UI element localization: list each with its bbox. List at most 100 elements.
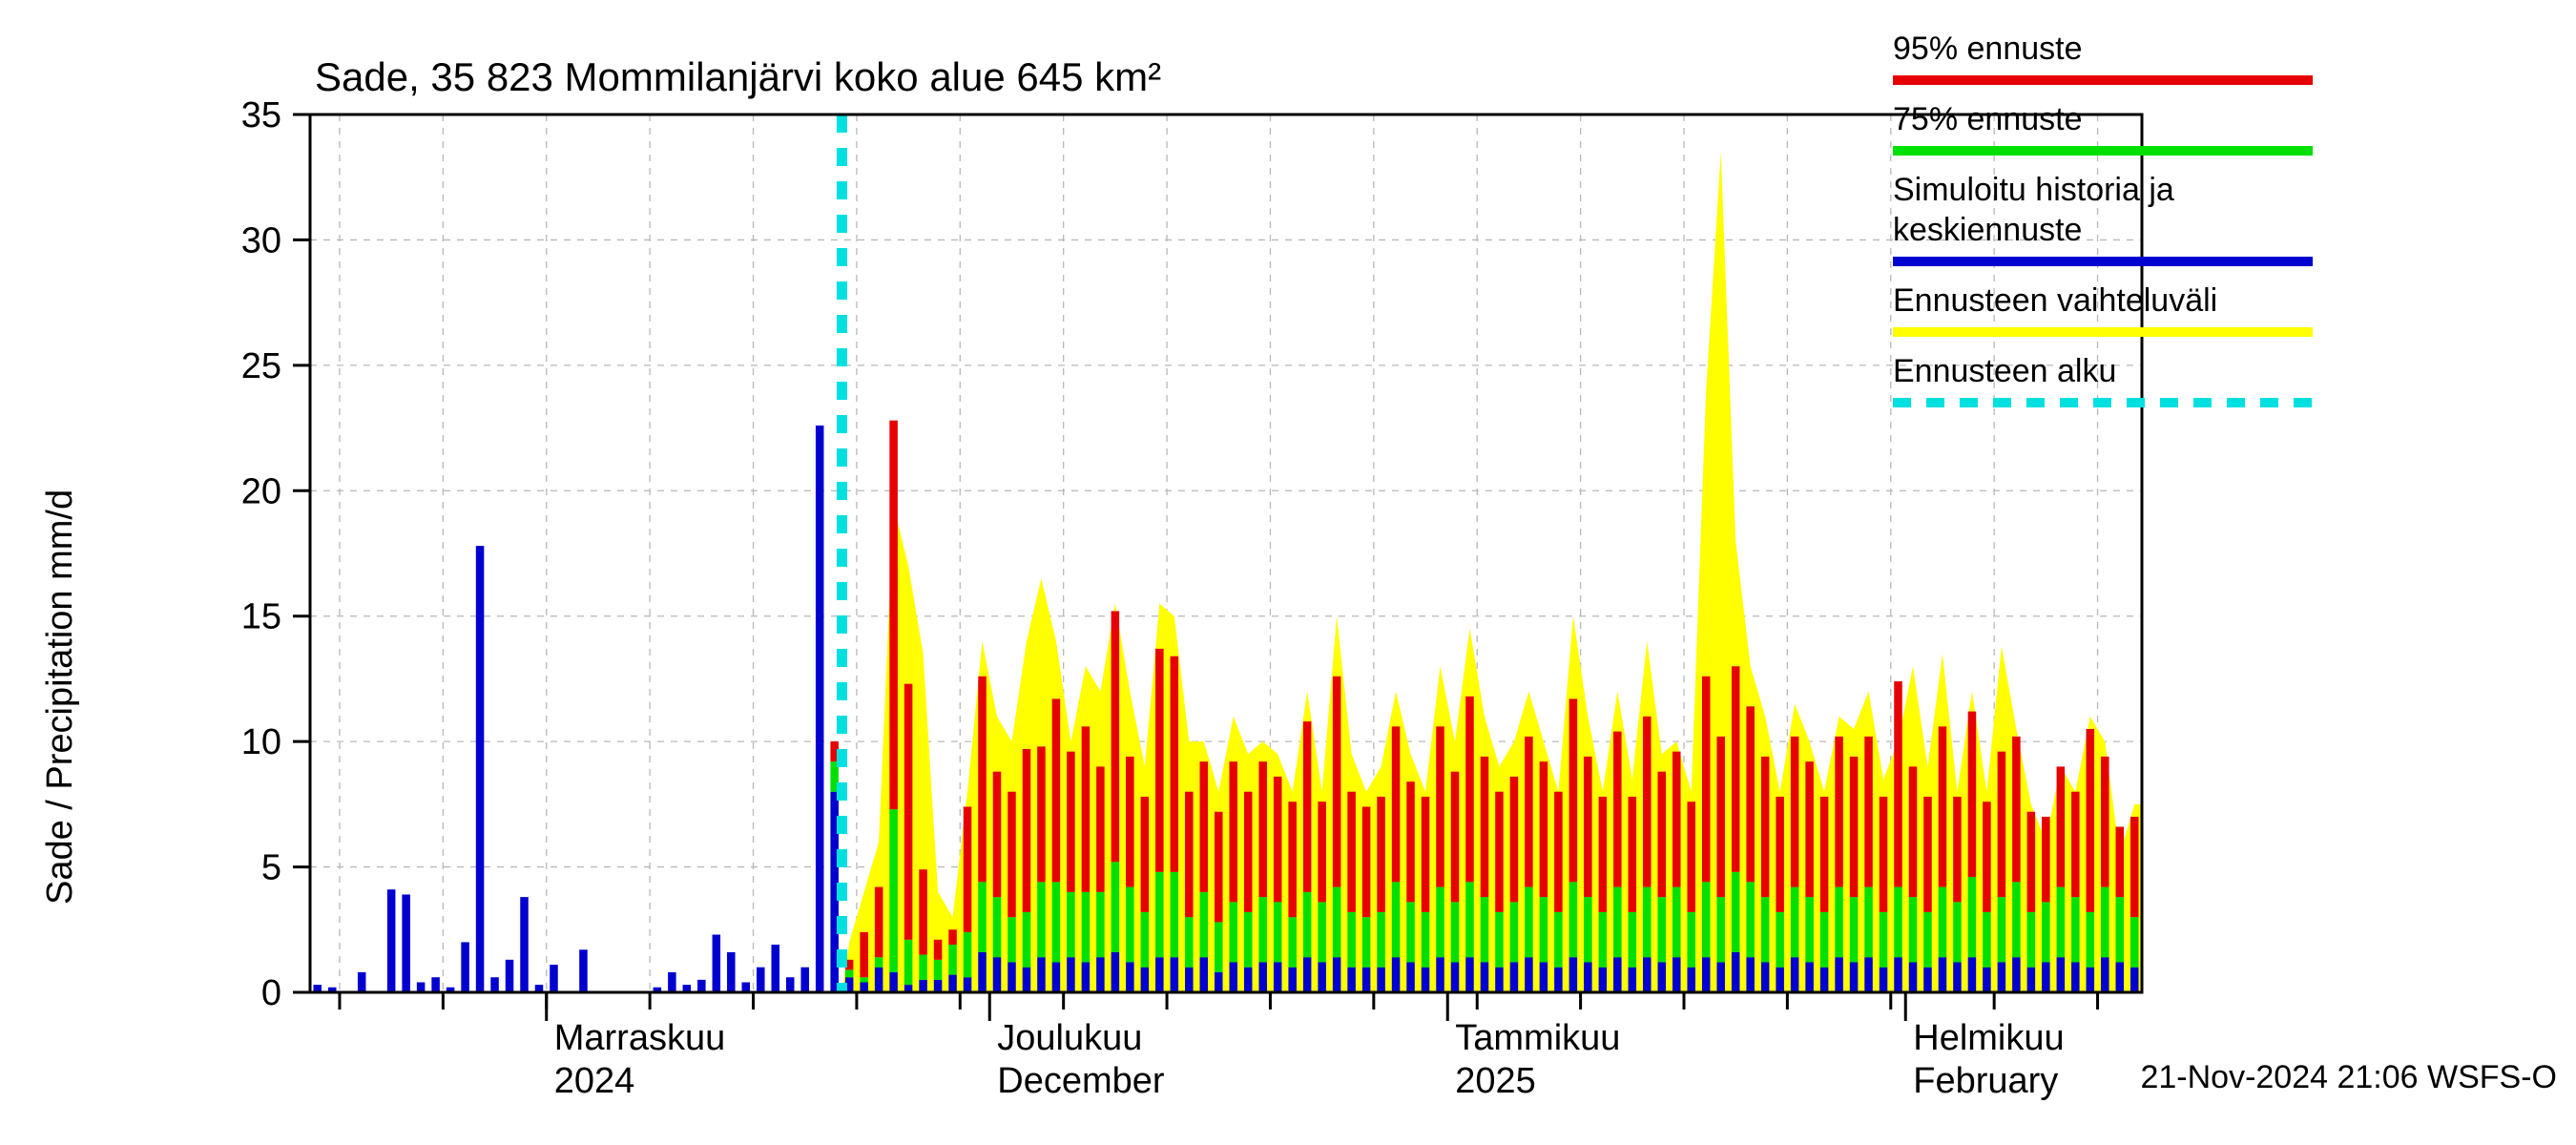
bar-blue [1643, 957, 1652, 992]
ytick-label: 10 [241, 722, 281, 762]
bar-blue [786, 977, 795, 992]
bar-red [1702, 677, 1711, 883]
bar-green [1629, 912, 1637, 968]
bar-red [1510, 777, 1519, 902]
bar-blue [402, 894, 410, 992]
bar-blue [1894, 957, 1902, 992]
bar-green [1436, 887, 1444, 958]
bar-red [2042, 817, 2050, 902]
bar-red [1436, 726, 1444, 886]
bar-blue [1465, 957, 1474, 992]
bar-green [860, 977, 868, 982]
bar-red [1347, 792, 1356, 912]
bar-red [1968, 712, 1977, 877]
legend-label: Ennusteen vaihteluväli [1893, 282, 2217, 319]
bar-red [1318, 802, 1326, 902]
bar-red [2116, 827, 2125, 898]
month-label-bot: December [997, 1061, 1165, 1101]
bar-blue [1540, 962, 1548, 992]
bar-red [964, 806, 972, 931]
bar-green [1923, 912, 1932, 968]
bar-red [1008, 792, 1016, 917]
bar-blue [875, 968, 883, 992]
bar-blue [860, 982, 868, 992]
bar-blue [742, 982, 751, 992]
bar-red [2027, 812, 2036, 912]
bar-blue [978, 952, 987, 992]
bar-blue [1347, 968, 1356, 992]
bar-green [1968, 877, 1977, 957]
bar-blue [2101, 957, 2109, 992]
bar-blue [1672, 957, 1681, 992]
bar-blue [771, 945, 779, 992]
bar-blue [1229, 962, 1237, 992]
bar-red [1525, 737, 1533, 887]
bar-blue [1613, 957, 1622, 992]
bar-blue [1569, 957, 1578, 992]
month-label-bot: February [1913, 1061, 2058, 1101]
bar-red [1141, 797, 1150, 912]
bar-blue [1983, 968, 1991, 992]
bar-red [1258, 761, 1267, 897]
bar-red [1864, 737, 1873, 887]
bar-red [1082, 726, 1091, 891]
bar-blue [1392, 957, 1401, 992]
bar-red [1274, 777, 1282, 902]
bar-blue [2042, 962, 2050, 992]
ytick-label: 35 [241, 95, 281, 135]
bar-green [1008, 917, 1016, 962]
footer-text: 21-Nov-2024 21:06 WSFS-O [2140, 1059, 2557, 1095]
bar-blue [1008, 962, 1016, 992]
bar-red [1732, 666, 1740, 872]
bar-red [1229, 761, 1237, 902]
bar-blue [520, 897, 529, 992]
bar-red [1392, 726, 1401, 882]
chart-title: Sade, 35 823 Mommilanjärvi koko alue 645… [315, 54, 1161, 99]
bar-red [2012, 737, 2021, 882]
bar-blue [1820, 968, 1829, 992]
bar-green [1096, 892, 1105, 957]
bar-green [1599, 912, 1608, 968]
bar-blue [964, 977, 972, 992]
bar-red [2101, 757, 2109, 887]
bar-blue [1200, 957, 1209, 992]
bar-blue [1702, 957, 1711, 992]
bar-green [1702, 882, 1711, 957]
bar-red [1761, 757, 1770, 897]
bar-red [1613, 732, 1622, 887]
bar-red [1495, 792, 1504, 912]
bar-red [948, 929, 957, 945]
bar-blue [1244, 968, 1253, 992]
yaxis-label: Sade / Precipitation mm/d [40, 489, 80, 905]
bar-blue [1850, 962, 1859, 992]
bar-red [1805, 761, 1814, 897]
bar-red [1791, 737, 1799, 887]
bar-green [1347, 912, 1356, 968]
bar-green [1791, 887, 1799, 958]
bar-blue [1687, 968, 1695, 992]
bar-green [1067, 892, 1075, 957]
month-label-top: Marraskuu [554, 1018, 726, 1058]
bar-blue [1791, 957, 1799, 992]
legend-label: 95% ennuste [1893, 31, 2083, 67]
bar-blue [1171, 957, 1179, 992]
bar-red [1451, 772, 1460, 903]
bar-blue [1510, 962, 1519, 992]
bar-green [964, 932, 972, 977]
bar-green [2012, 882, 2021, 957]
bar-blue [2027, 968, 2036, 992]
bar-blue [1746, 957, 1755, 992]
bar-green [1820, 912, 1829, 968]
bar-red [2057, 766, 2066, 886]
bar-red [1215, 812, 1223, 923]
bar-red [904, 684, 913, 940]
bar-green [2057, 887, 2066, 958]
bar-blue [1082, 962, 1091, 992]
ytick-label: 5 [261, 848, 281, 888]
bar-blue [1023, 968, 1031, 992]
bar-blue [1923, 968, 1932, 992]
bar-green [1023, 912, 1031, 968]
bar-blue [1288, 968, 1297, 992]
bar-blue [1761, 962, 1770, 992]
bar-green [1746, 882, 1755, 957]
